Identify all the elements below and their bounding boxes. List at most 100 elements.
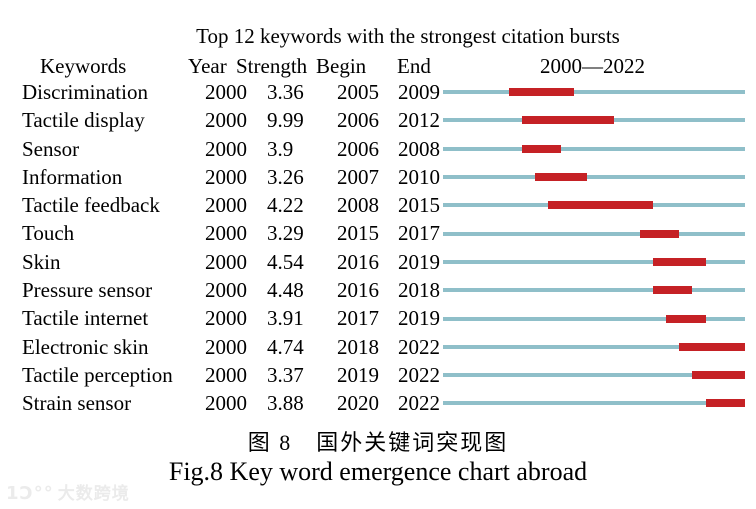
strength-value: 4.54 [267, 249, 304, 274]
timeline-bar-zone [443, 389, 745, 417]
keyword-label: Tactile internet [22, 306, 149, 331]
keyword-label: Information [22, 164, 123, 189]
end-year-value: 2019 [398, 306, 440, 331]
timeline-track-bar [443, 259, 745, 264]
timeline-bar-zone [443, 106, 745, 134]
column-header-end: End [397, 54, 431, 78]
watermark-text: 大数跨境 [57, 484, 130, 504]
table-row: Tactile perception 2000 3.37 2019 2022 [0, 361, 756, 389]
end-year-value: 2022 [398, 391, 440, 416]
begin-year-value: 2016 [337, 278, 379, 303]
end-year-value: 2022 [398, 362, 440, 387]
citation-burst-bar [666, 314, 706, 323]
timeline-track-bar [443, 401, 745, 406]
timeline-bar-zone [443, 248, 745, 276]
end-year-value: 2022 [398, 334, 440, 359]
begin-year-value: 2008 [337, 193, 379, 218]
timeline-track-bar [443, 288, 745, 293]
table-row: Skin 2000 4.54 2016 2019 [0, 248, 756, 276]
citation-burst-bar [653, 286, 693, 295]
strength-value: 3.9 [267, 136, 294, 161]
year-value: 2000 [205, 391, 247, 416]
keyword-label: Discrimination [22, 80, 148, 104]
timeline-bar-zone [443, 163, 745, 191]
begin-year-value: 2019 [337, 362, 379, 387]
timeline-bar-zone [443, 276, 745, 304]
year-value: 2000 [205, 306, 247, 331]
keyword-label: Pressure sensor [22, 278, 153, 303]
begin-year-value: 2016 [337, 249, 379, 274]
year-value: 2000 [205, 193, 247, 218]
timeline-bar-zone [443, 333, 745, 361]
timeline-bar-zone [443, 219, 745, 247]
watermark-logo-icon: 1Ɔ°° [6, 483, 54, 504]
keyword-label: Touch [22, 221, 75, 246]
strength-value: 3.29 [267, 221, 304, 246]
keyword-label: Skin [22, 249, 61, 274]
table-row: Pressure sensor 2000 4.48 2016 2018 [0, 276, 756, 304]
table-row: Tactile display 2000 9.99 2006 2012 [0, 106, 756, 134]
begin-year-value: 2005 [337, 80, 379, 104]
column-header-strength: Strength [236, 54, 308, 78]
year-value: 2000 [205, 362, 247, 387]
year-value: 2000 [205, 136, 247, 161]
strength-value: 3.91 [267, 306, 304, 331]
begin-year-value: 2017 [337, 306, 379, 331]
citation-burst-bar [705, 399, 745, 408]
citation-burst-bar [679, 342, 745, 351]
keyword-label: Tactile perception [22, 362, 173, 387]
keyword-label: Sensor [22, 136, 80, 161]
keyword-label: Strain sensor [22, 391, 132, 416]
timeline-track-bar [443, 344, 745, 349]
table-row: Sensor 2000 3.9 2006 2008 [0, 135, 756, 163]
strength-value: 4.22 [267, 193, 304, 218]
figure-caption-english: Fig.8 Key word emergence chart abroad [168, 457, 588, 486]
year-value: 2000 [205, 80, 247, 104]
strength-value: 3.36 [267, 80, 304, 104]
timeline-track-bar [443, 146, 745, 151]
end-year-value: 2017 [398, 221, 440, 246]
column-header-keywords: Keywords [40, 54, 127, 78]
citation-burst-bar [508, 88, 575, 97]
column-header-year: Year [188, 54, 227, 78]
timeline-track-bar [443, 373, 745, 378]
table-row: Tactile internet 2000 3.91 2017 2019 [0, 304, 756, 332]
keyword-label: Electronic skin [22, 334, 149, 359]
end-year-value: 2009 [398, 80, 440, 104]
begin-year-value: 2018 [337, 334, 379, 359]
strength-value: 3.26 [267, 164, 304, 189]
column-header-year-range: 2000—2022 [540, 54, 645, 78]
begin-year-value: 2006 [337, 136, 379, 161]
timeline-bar-zone [443, 78, 745, 106]
strength-value: 3.37 [267, 362, 304, 387]
end-year-value: 2008 [398, 136, 440, 161]
year-value: 2000 [205, 249, 247, 274]
citation-burst-bar [639, 229, 680, 238]
timeline-track-bar [443, 90, 745, 95]
citation-burst-bar [521, 144, 562, 153]
table-row: Strain sensor 2000 3.88 2020 2022 [0, 389, 756, 417]
keyword-label: Tactile feedback [22, 193, 160, 218]
year-value: 2000 [205, 164, 247, 189]
table-row: Electronic skin 2000 4.74 2018 2022 [0, 333, 756, 361]
year-value: 2000 [205, 221, 247, 246]
column-header-begin: Begin [316, 54, 367, 78]
begin-year-value: 2007 [337, 164, 379, 189]
strength-value: 9.99 [267, 108, 304, 133]
citation-burst-bar [653, 257, 706, 266]
strength-value: 4.74 [267, 334, 304, 359]
citation-burst-bar [521, 116, 614, 125]
strength-value: 3.88 [267, 391, 304, 416]
timeline-bar-zone [443, 135, 745, 163]
chart-title: Top 12 keywords with the strongest citat… [196, 24, 620, 48]
year-value: 2000 [205, 278, 247, 303]
timeline-track-bar [443, 316, 745, 321]
year-value: 2000 [205, 108, 247, 133]
citation-burst-bar [534, 173, 588, 182]
timeline-bar-zone [443, 304, 745, 332]
watermark: 1Ɔ°° 大数跨境 [6, 479, 130, 504]
begin-year-value: 2015 [337, 221, 379, 246]
keyword-label: Tactile display [22, 108, 145, 133]
citation-burst-bar [692, 371, 745, 380]
burst-table-rows: Discrimination 2000 3.36 2005 2009 Tacti… [0, 78, 756, 418]
